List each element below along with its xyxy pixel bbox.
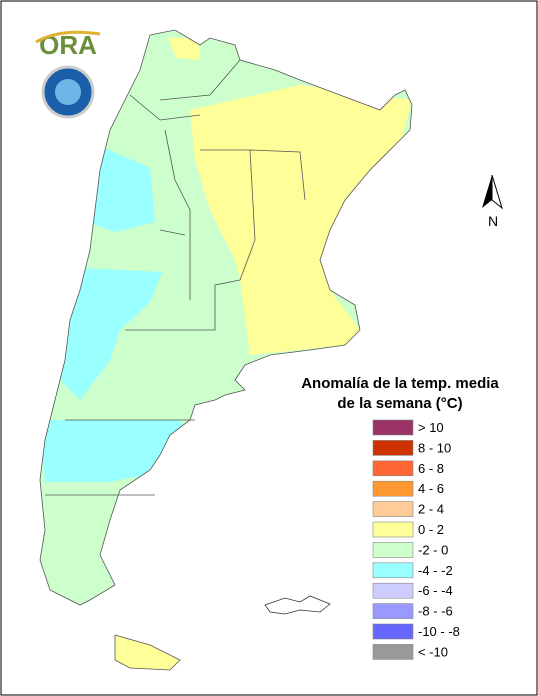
legend-title: de la semana (°C) bbox=[337, 395, 462, 412]
legend-swatch bbox=[372, 419, 414, 436]
legend-label: -8 - -6 bbox=[418, 604, 453, 619]
islands bbox=[264, 595, 331, 615]
legend-label: -4 - -2 bbox=[418, 563, 453, 578]
legend-label: -6 - -4 bbox=[418, 583, 453, 598]
legend-swatch bbox=[372, 603, 414, 619]
zone bbox=[168, 38, 200, 60]
legend-label: 4 - 6 bbox=[418, 481, 444, 496]
legend-swatch bbox=[372, 644, 414, 660]
legend-title: Anomalía de la temp. media bbox=[301, 375, 499, 392]
legend-label: 8 - 10 bbox=[418, 440, 451, 455]
zone bbox=[190, 85, 412, 355]
logo-text: ORA bbox=[39, 30, 97, 60]
zone bbox=[60, 268, 162, 400]
north-arrow: N bbox=[482, 174, 503, 229]
legend-label: 2 - 4 bbox=[418, 502, 444, 517]
legend-swatch bbox=[372, 562, 414, 579]
legend: > 10 8 - 10 6 - 8 4 - 6 2 - 4 0 - 2 -2 - 0 -4 -… bbox=[372, 419, 460, 660]
legend-label: 0 - 2 bbox=[418, 522, 444, 537]
legend-label: 6 - 8 bbox=[418, 461, 444, 476]
tierra-del-fuego bbox=[114, 634, 181, 671]
legend-label: -2 - 0 bbox=[418, 542, 448, 557]
north-label: N bbox=[488, 213, 498, 229]
legend-swatch bbox=[372, 521, 414, 538]
legend-label: -10 - -8 bbox=[418, 624, 460, 639]
legend-swatch bbox=[372, 480, 414, 497]
province-borders bbox=[39, 29, 413, 606]
legend-swatch bbox=[372, 623, 414, 640]
arrow-half bbox=[491, 174, 503, 210]
legend-swatch bbox=[372, 542, 414, 558]
legend-label: > 10 bbox=[418, 420, 444, 435]
logo: ORA bbox=[35, 30, 101, 119]
legend-swatch bbox=[372, 582, 414, 599]
logo-swoosh bbox=[35, 30, 101, 44]
legend-swatch bbox=[372, 440, 414, 456]
arrow-half bbox=[482, 175, 492, 208]
legend-label: < -10 bbox=[418, 644, 448, 659]
legend-swatch bbox=[372, 501, 414, 517]
emblem-center bbox=[55, 79, 81, 105]
zone bbox=[88, 148, 155, 232]
legend-swatch bbox=[372, 460, 414, 477]
